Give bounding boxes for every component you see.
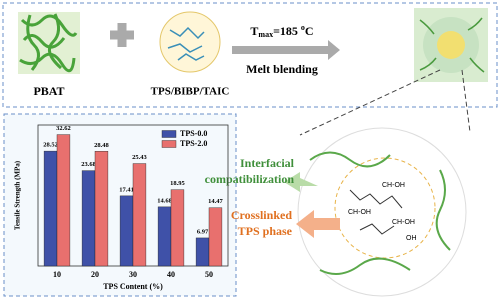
tps-icon xyxy=(159,11,221,73)
bar xyxy=(170,189,185,267)
condition-unit: C xyxy=(305,24,314,38)
molecule-label: CH-OH xyxy=(382,182,405,189)
interfacial-label: compatibilization xyxy=(205,172,295,186)
value-label: 32.62 xyxy=(56,125,71,132)
top-frame xyxy=(2,2,498,108)
condition-subscript: max xyxy=(258,30,273,39)
condition-degree: o xyxy=(301,23,305,32)
x-tick-label: 20 xyxy=(91,270,99,279)
interfacial-arrow xyxy=(284,172,318,192)
zoom-lines xyxy=(299,69,471,136)
pbat-chains xyxy=(19,13,78,73)
value-label: 14.68 xyxy=(157,197,172,204)
value-label: 25.43 xyxy=(132,154,147,161)
pbat-chain-lines xyxy=(309,151,451,275)
molecule-label: CH-OH xyxy=(348,209,371,216)
value-label: 28.52 xyxy=(43,142,58,149)
x-tick-label: 50 xyxy=(205,270,213,279)
bar xyxy=(195,237,210,267)
zoom-circle xyxy=(297,127,467,297)
tps-label: TPS/BIBP/TAIC xyxy=(151,86,230,98)
tps-phase xyxy=(334,157,436,259)
bar xyxy=(208,207,223,267)
value-label: 18.95 xyxy=(170,180,185,187)
bar xyxy=(119,195,134,267)
legend-swatch xyxy=(161,140,177,148)
crosslink-lines xyxy=(349,189,403,235)
product-tps xyxy=(437,31,465,59)
x-tick-label: 10 xyxy=(53,270,61,279)
x-tick-label: 40 xyxy=(167,270,175,279)
bar xyxy=(43,150,58,267)
condition-label: Tmax=185 oC xyxy=(250,23,313,39)
tps-chains xyxy=(167,26,205,61)
value-label: 28.48 xyxy=(94,142,109,149)
value-label: 6.97 xyxy=(197,228,209,235)
legend-label: TPS-2.0 xyxy=(180,139,207,148)
bar xyxy=(157,206,172,267)
process-label: Melt blending xyxy=(246,62,318,76)
x-axis-label: TPS Content (%) xyxy=(103,282,163,291)
bar xyxy=(132,163,147,267)
crosslinked-label: Crosslinked xyxy=(231,208,292,222)
value-label: 14.47 xyxy=(208,198,223,205)
y-axis-label: Tensile Strength (MPa) xyxy=(14,160,22,230)
bar xyxy=(94,151,109,267)
process-arrow xyxy=(232,40,340,60)
molecule-label: CH-OH xyxy=(392,219,415,226)
legend-label: TPS-0.0 xyxy=(180,129,207,138)
x-tick-label: 30 xyxy=(129,270,137,279)
molecule-label: OH xyxy=(406,235,417,242)
crosslinked-arrow xyxy=(296,210,340,238)
legend-swatch xyxy=(161,130,177,138)
condition-value: =185 xyxy=(273,24,301,38)
product-chains xyxy=(419,17,485,73)
value-label: 17.41 xyxy=(119,186,134,193)
plus xyxy=(110,23,134,47)
bar xyxy=(56,134,71,267)
value-label: 23.68 xyxy=(81,161,96,168)
bar-chart: Tensile Strength (MPa) TPS Content (%) 10 2… xyxy=(14,124,229,291)
pbat-label: PBAT xyxy=(33,84,64,98)
bar xyxy=(81,170,96,267)
condition-symbol: T xyxy=(250,24,258,38)
crosslinked-label: TPS phase xyxy=(238,224,293,238)
interfacial-label: Interfacial xyxy=(240,156,295,170)
